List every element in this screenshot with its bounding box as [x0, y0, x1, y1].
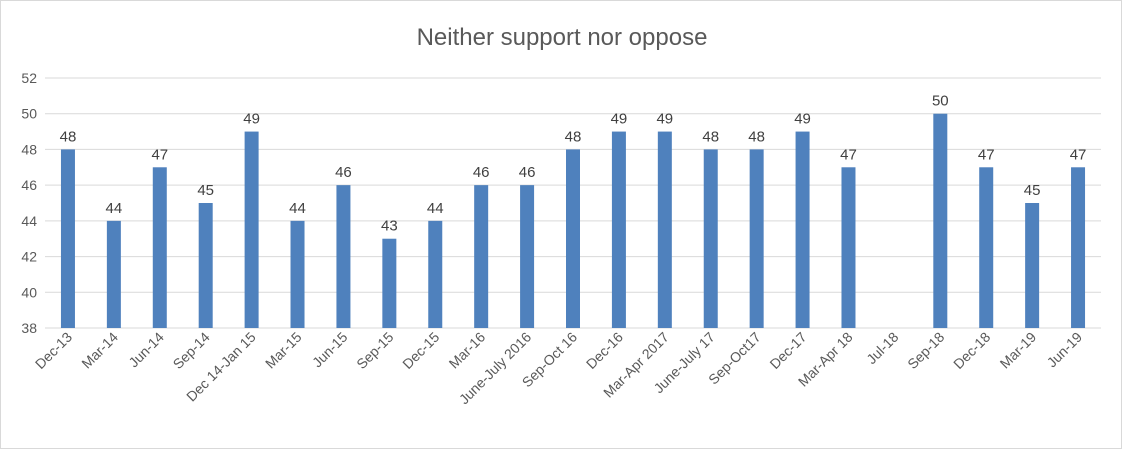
data-label: 45 [197, 182, 214, 199]
x-tick-label: Sep-14 [170, 329, 213, 372]
bars [60, 113, 1086, 328]
y-tick-label: 52 [21, 70, 37, 86]
x-tick-label: Mar-15 [262, 329, 305, 372]
data-label: 49 [611, 111, 628, 128]
data-label: 47 [978, 146, 995, 163]
y-tick-label: 50 [21, 106, 37, 122]
x-tick-label: Sep-18 [904, 329, 947, 372]
y-tick-label: 44 [21, 213, 37, 229]
bar [566, 149, 580, 328]
data-label: 47 [840, 146, 857, 163]
y-tick-label: 42 [21, 249, 37, 265]
data-label: 48 [748, 128, 765, 145]
x-tick-label: Dec-13 [32, 329, 75, 372]
bar [795, 131, 810, 328]
x-tick-label: Jun-15 [309, 329, 351, 371]
bar [1071, 167, 1086, 328]
bar [244, 131, 259, 328]
bar [152, 167, 167, 328]
data-label: 49 [243, 111, 260, 128]
bar [290, 220, 305, 328]
bar [1025, 203, 1040, 328]
data-label: 50 [932, 93, 949, 110]
x-tick-label: Dec-18 [950, 329, 993, 372]
x-tick-label: Jul-18 [863, 329, 901, 367]
x-tick-label: Dec-15 [399, 329, 442, 372]
bar [382, 238, 397, 328]
bar [933, 113, 948, 328]
x-tick-label: Mar-16 [446, 329, 489, 372]
bar [703, 149, 718, 328]
bar [841, 167, 856, 328]
data-label: 45 [1024, 182, 1041, 199]
data-label: 46 [473, 164, 490, 181]
bar [428, 220, 443, 328]
data-label: 44 [427, 200, 444, 217]
bar [749, 149, 764, 328]
x-tick-label: Dec-17 [766, 329, 809, 372]
data-label: 48 [702, 128, 719, 145]
x-tick-label: Jun-19 [1044, 329, 1086, 371]
bar [611, 131, 626, 328]
data-label: 49 [794, 111, 811, 128]
bar [106, 220, 121, 328]
bar [474, 185, 489, 328]
x-tick-label: Mar-19 [997, 329, 1040, 372]
data-label: 49 [656, 111, 673, 128]
bar [60, 149, 75, 328]
data-label: 46 [519, 164, 536, 181]
y-tick-label: 48 [21, 141, 37, 157]
y-axis-ticks: 38 40 42 44 46 48 50 52 [21, 70, 37, 336]
chart-title: Neither support nor oppose [417, 24, 708, 51]
bar [979, 167, 994, 328]
y-tick-label: 38 [21, 320, 37, 336]
y-tick-label: 46 [21, 177, 37, 193]
bar [336, 185, 351, 328]
x-tick-label: Mar-14 [78, 329, 121, 372]
bar [198, 203, 213, 328]
data-label: 43 [381, 218, 398, 235]
bar [520, 185, 535, 328]
data-label: 47 [151, 146, 168, 163]
x-tick-label: Jun-14 [125, 329, 167, 371]
data-label: 47 [1070, 146, 1087, 163]
x-tick-label: Sep-15 [353, 329, 396, 372]
data-labels: 48 44 47 45 49 44 46 43 44 46 46 48 49 49 48 48 49 47 50 47… [60, 93, 1087, 235]
y-tick-label: 40 [21, 284, 37, 300]
bar [657, 131, 672, 328]
data-label: 48 [60, 128, 77, 145]
data-label: 44 [106, 200, 123, 217]
data-label: 48 [565, 128, 582, 145]
data-label: 44 [289, 200, 306, 217]
x-tick-label: Dec-16 [583, 329, 626, 372]
data-label: 46 [335, 164, 352, 181]
